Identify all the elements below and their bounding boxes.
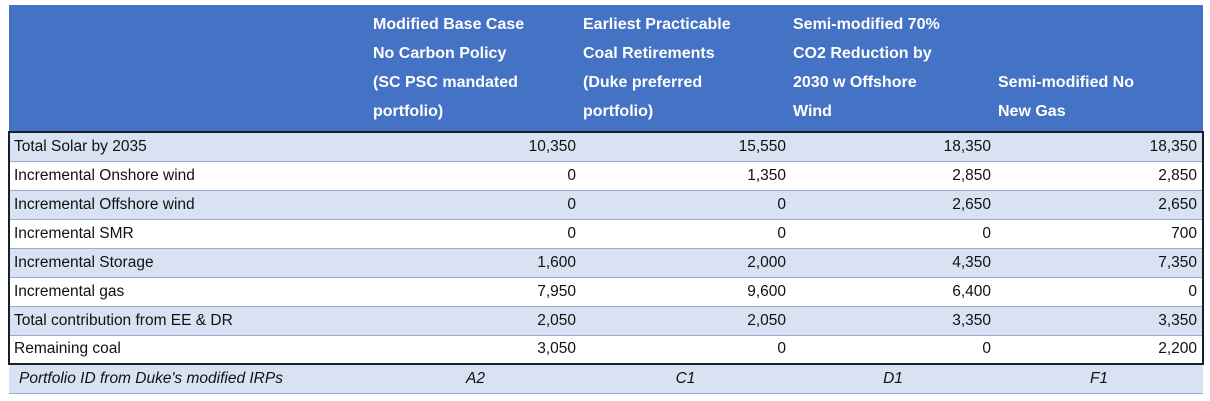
table-cell: A2: [371, 363, 581, 394]
table-cell: 0: [581, 218, 791, 248]
table-cell: 3,350: [996, 305, 1204, 335]
table-cell: 2,650: [996, 189, 1204, 219]
row-label: Portfolio ID from Duke's modified IRPs: [9, 363, 371, 394]
table-cell: 6,400: [791, 276, 996, 306]
portfolio-comparison-sheet: Modified Base Case No Carbon Policy (SC …: [8, 5, 1204, 394]
table-row-portfolio-id: Portfolio ID from Duke's modified IRPs A…: [9, 363, 1203, 394]
table-row-storage: Incremental Storage 1,600 2,000 4,350 7,…: [8, 247, 1204, 277]
table-cell: 0: [791, 218, 996, 248]
table-row-gas: Incremental gas 7,950 9,600 6,400 0: [8, 276, 1204, 306]
table-cell: 1,350: [581, 160, 791, 190]
column-header-semi-modified-no-new-gas: Semi-modified No New Gas: [996, 5, 1203, 132]
table-cell: 2,850: [791, 160, 996, 190]
table-cell: 2,050: [371, 305, 581, 335]
row-label: Total contribution from EE & DR: [8, 305, 371, 335]
table-cell: 10,350: [371, 131, 581, 161]
corner-header-cell: [9, 5, 371, 132]
table-cell: 0: [581, 334, 791, 364]
table-body: Total Solar by 2035 10,350 15,550 18,350…: [8, 131, 1204, 394]
row-label: Incremental gas: [8, 276, 371, 306]
table-cell: 2,200: [996, 334, 1204, 364]
table-cell: 9,600: [581, 276, 791, 306]
table-cell: 3,350: [791, 305, 996, 335]
table-cell: 0: [371, 218, 581, 248]
table-cell: D1: [791, 363, 996, 394]
table-cell: 18,350: [791, 131, 996, 161]
table-cell: 15,550: [581, 131, 791, 161]
table-cell: 0: [581, 189, 791, 219]
table-row-smr: Incremental SMR 0 0 0 700: [8, 218, 1204, 248]
table-cell: 2,850: [996, 160, 1204, 190]
table-cell: 2,050: [581, 305, 791, 335]
column-header-modified-base-case: Modified Base Case No Carbon Policy (SC …: [371, 5, 581, 132]
table-cell: 2,650: [791, 189, 996, 219]
table-cell: 7,950: [371, 276, 581, 306]
table-cell: 1,600: [371, 247, 581, 277]
table-cell: 7,350: [996, 247, 1204, 277]
table-cell: 0: [371, 189, 581, 219]
table-cell: 700: [996, 218, 1204, 248]
table-cell: 3,050: [371, 334, 581, 364]
table-row-offshore-wind: Incremental Offshore wind 0 0 2,650 2,65…: [8, 189, 1204, 219]
table-row-onshore-wind: Incremental Onshore wind 0 1,350 2,850 2…: [8, 160, 1204, 190]
table-cell: C1: [581, 363, 791, 394]
row-label: Incremental Offshore wind: [8, 189, 371, 219]
header-row: Modified Base Case No Carbon Policy (SC …: [9, 5, 1203, 132]
row-label: Incremental Storage: [8, 247, 371, 277]
row-label: Incremental SMR: [8, 218, 371, 248]
table-row-ee-dr: Total contribution from EE & DR 2,050 2,…: [8, 305, 1204, 335]
row-label: Total Solar by 2035: [8, 131, 371, 161]
portfolio-comparison-table: Modified Base Case No Carbon Policy (SC …: [8, 5, 1204, 394]
table-cell: 18,350: [996, 131, 1204, 161]
column-header-earliest-practicable: Earliest Practicable Coal Retirements (D…: [581, 5, 791, 132]
table-cell: F1: [996, 363, 1203, 394]
table-header: Modified Base Case No Carbon Policy (SC …: [9, 5, 1203, 132]
table-cell: 0: [371, 160, 581, 190]
table-cell: 4,350: [791, 247, 996, 277]
column-header-semi-modified-70: Semi-modified 70% CO2 Reduction by 2030 …: [791, 5, 996, 132]
table-row-total-solar: Total Solar by 2035 10,350 15,550 18,350…: [8, 131, 1204, 161]
table-cell: 0: [791, 334, 996, 364]
table-cell: 0: [996, 276, 1204, 306]
row-label: Incremental Onshore wind: [8, 160, 371, 190]
row-label: Remaining coal: [8, 334, 371, 364]
table-row-remaining-coal: Remaining coal 3,050 0 0 2,200: [8, 334, 1204, 364]
table-cell: 2,000: [581, 247, 791, 277]
